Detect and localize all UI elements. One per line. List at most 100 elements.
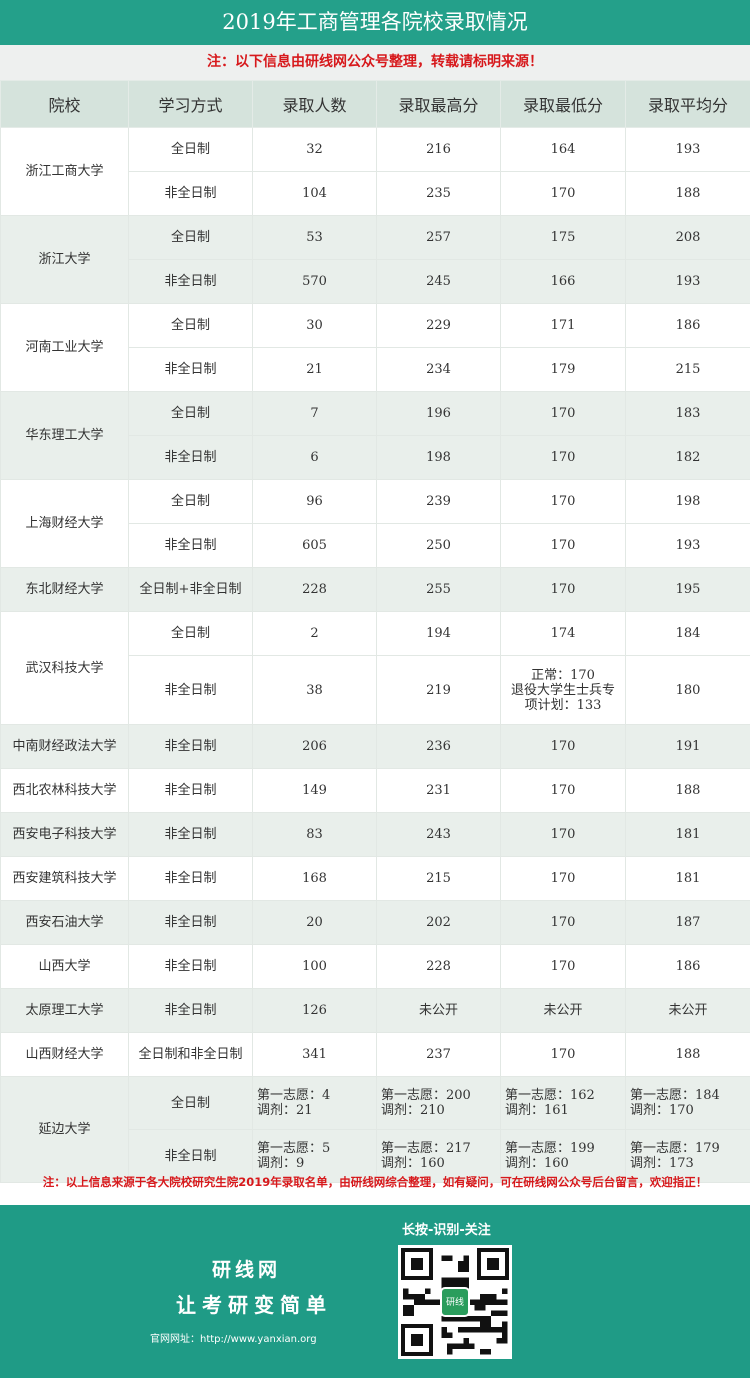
qr-module	[419, 1299, 425, 1305]
table-row: 非全日制 21 234 179 215	[1, 347, 750, 392]
qr-module	[502, 1288, 508, 1294]
school-cell: 延边大学	[0, 1076, 129, 1183]
max-score: 219	[376, 655, 501, 725]
qr-module	[430, 1299, 436, 1305]
qr-module	[463, 1261, 469, 1267]
max-score: 229	[376, 303, 501, 348]
admitted-count: 341	[252, 1032, 377, 1077]
max-score: 245	[376, 259, 501, 304]
qr-module	[502, 1299, 508, 1305]
qr-module	[469, 1343, 475, 1349]
school-cell: 中南财经政法大学	[0, 724, 129, 769]
qr-module	[485, 1294, 491, 1300]
qr-module	[485, 1321, 491, 1327]
min-score: 175	[500, 215, 626, 260]
qr-cells	[403, 1255, 508, 1355]
qr-badge: 研线	[446, 1296, 464, 1308]
header-row: 院校 学习方式 录取人数 录取最高分 录取最低分 录取平均分	[0, 80, 750, 128]
avg-score: 193	[625, 523, 750, 568]
site-url: http://www.yanxian.org	[200, 1334, 317, 1345]
school-cell: 上海财经大学	[0, 479, 129, 568]
max-score: 237	[376, 1032, 501, 1077]
school-cell: 东北财经大学	[0, 567, 129, 612]
table-row: 武汉科技大学 全日制 2 194 174 184	[0, 611, 750, 725]
avg-score: 第一志愿：184 调剂：170	[625, 1076, 750, 1130]
qr-module	[403, 1305, 409, 1311]
qr-code: 研线	[398, 1245, 512, 1359]
header-cell: 学习方式	[128, 80, 253, 128]
qr-module	[425, 1299, 431, 1305]
study-mode: 全日制	[128, 127, 253, 172]
qr-module	[502, 1321, 508, 1327]
school-cell: 西安建筑科技大学	[0, 856, 129, 901]
school-cell: 浙江大学	[0, 215, 129, 304]
qr-module	[480, 1305, 486, 1311]
qr-module	[452, 1316, 458, 1322]
school-cell: 河南工业大学	[0, 303, 129, 392]
admitted-count: 2	[252, 611, 377, 656]
school-cell: 西安石油大学	[0, 900, 129, 945]
avg-score: 181	[625, 856, 750, 901]
qr-module	[485, 1316, 491, 1322]
table-row: 西安建筑科技大学 非全日制 168 215 170 181	[0, 856, 750, 901]
site-label: 官网网址：	[150, 1334, 200, 1345]
max-score: 228	[376, 944, 501, 989]
qr-module	[485, 1349, 491, 1355]
avg-score: 193	[625, 127, 750, 172]
min-score: 164	[500, 127, 626, 172]
qr-module	[480, 1294, 486, 1300]
school-cell: 山西大学	[0, 944, 129, 989]
table-row: 浙江大学 全日制 53 257 175 208	[0, 215, 750, 304]
study-mode: 非全日制	[128, 768, 253, 813]
max-score: 198	[376, 435, 501, 480]
max-score: 234	[376, 347, 501, 392]
table-row: 非全日制 104 235 170 188	[1, 171, 750, 216]
admitted-count: 7	[252, 391, 377, 436]
max-score: 215	[376, 856, 501, 901]
qr-module	[474, 1299, 480, 1305]
avg-score: 187	[625, 900, 750, 945]
study-mode: 非全日制	[128, 655, 253, 725]
qr-module	[452, 1283, 458, 1289]
qr-module	[485, 1327, 491, 1333]
qr-module	[458, 1261, 464, 1267]
avg-score: 186	[625, 303, 750, 348]
min-score: 174	[500, 611, 626, 656]
table-row: 太原理工大学 非全日制 126 未公开 未公开 未公开	[0, 988, 750, 1033]
table-row: 非全日制 6 198 170 182	[1, 435, 750, 480]
admitted-count: 96	[252, 479, 377, 524]
study-mode: 非全日制	[128, 347, 253, 392]
min-score: 170	[500, 391, 626, 436]
min-score: 170	[500, 523, 626, 568]
max-score: 第一志愿：200 调剂：210	[376, 1076, 501, 1130]
avg-score: 181	[625, 812, 750, 857]
qr-module	[469, 1299, 475, 1305]
qr-module	[480, 1349, 486, 1355]
qr-module	[403, 1294, 409, 1300]
max-score: 243	[376, 812, 501, 857]
qr-module	[463, 1343, 469, 1349]
min-score: 170	[500, 435, 626, 480]
qr-module	[447, 1332, 453, 1338]
school-cell: 西安电子科技大学	[0, 812, 129, 857]
slogan: 让考研变简单	[176, 1293, 332, 1317]
study-mode: 非全日制	[128, 523, 253, 568]
avg-score: 208	[625, 215, 750, 260]
qr-module	[458, 1327, 464, 1333]
table-row: 上海财经大学 全日制 96 239 170 198	[0, 479, 750, 568]
min-score: 170	[500, 856, 626, 901]
table-row: 西安电子科技大学 非全日制 83 243 170 181	[0, 812, 750, 857]
school-cell: 华东理工大学	[0, 391, 129, 480]
qr-module	[452, 1343, 458, 1349]
qr-module	[502, 1338, 508, 1344]
max-score: 196	[376, 391, 501, 436]
qr-module	[447, 1343, 453, 1349]
qr-module	[480, 1321, 486, 1327]
qr-module	[447, 1255, 453, 1261]
qr-module	[463, 1316, 469, 1322]
qr-module	[496, 1327, 502, 1333]
qr-module	[463, 1327, 469, 1333]
qr-module	[436, 1299, 442, 1305]
school-cell: 太原理工大学	[0, 988, 129, 1033]
